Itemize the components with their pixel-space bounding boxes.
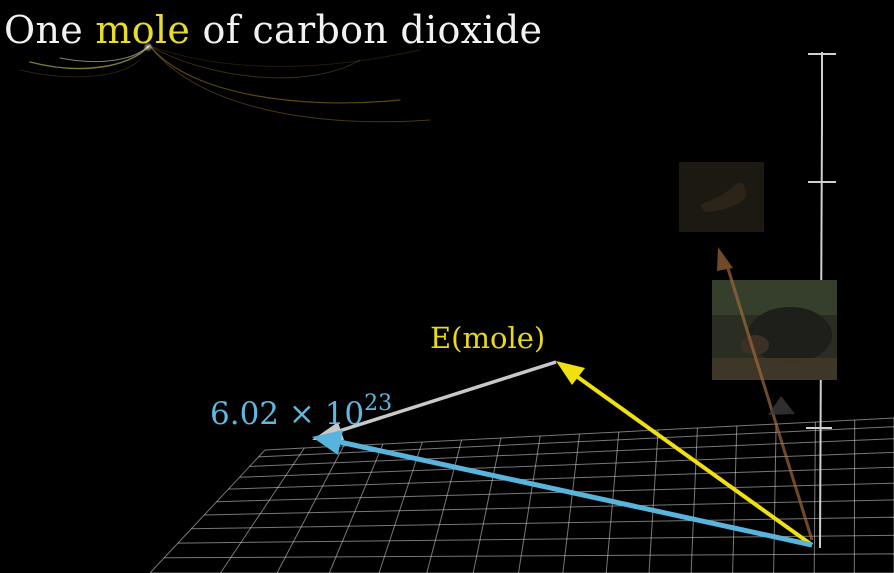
grid-line xyxy=(276,445,345,573)
grid-line xyxy=(773,423,777,573)
title-highlight-word: mole xyxy=(95,8,191,52)
page-title: One mole of carbon dioxide xyxy=(4,8,542,52)
grid-line xyxy=(648,429,659,573)
grid-line xyxy=(472,437,502,573)
embedding-curves xyxy=(19,42,431,123)
grid-line xyxy=(239,451,894,478)
number-exponent: 23 xyxy=(364,391,392,416)
blue-vector xyxy=(312,430,813,548)
grid-line xyxy=(228,466,894,490)
grid-line xyxy=(426,439,463,573)
grid-line xyxy=(220,447,305,573)
grid-line xyxy=(813,421,816,573)
title-after: of carbon dioxide xyxy=(190,8,543,52)
brown-vector xyxy=(717,247,814,541)
title-before: One xyxy=(4,8,96,52)
yellow-vector xyxy=(556,361,814,547)
grid-line xyxy=(149,449,266,573)
grid-line xyxy=(690,427,698,573)
grid-line xyxy=(732,425,738,573)
grid-line xyxy=(216,482,894,503)
e-mole-label: E(mole) xyxy=(430,321,545,355)
number-label: 6.02 × 1023 xyxy=(210,391,392,432)
number-base: 6.02 × 10 xyxy=(210,396,364,432)
grid-line xyxy=(518,435,541,573)
grid-line xyxy=(378,441,423,573)
grid-line xyxy=(562,433,580,573)
grid-line xyxy=(258,426,894,458)
grid-line xyxy=(204,499,894,516)
grid-line xyxy=(328,443,384,573)
grid-line xyxy=(164,553,894,559)
grid-line xyxy=(249,438,894,467)
small-dark-arrowhead xyxy=(768,396,795,415)
image-thumbnail-mole xyxy=(712,280,837,380)
image-thumbnail-top xyxy=(679,162,764,232)
